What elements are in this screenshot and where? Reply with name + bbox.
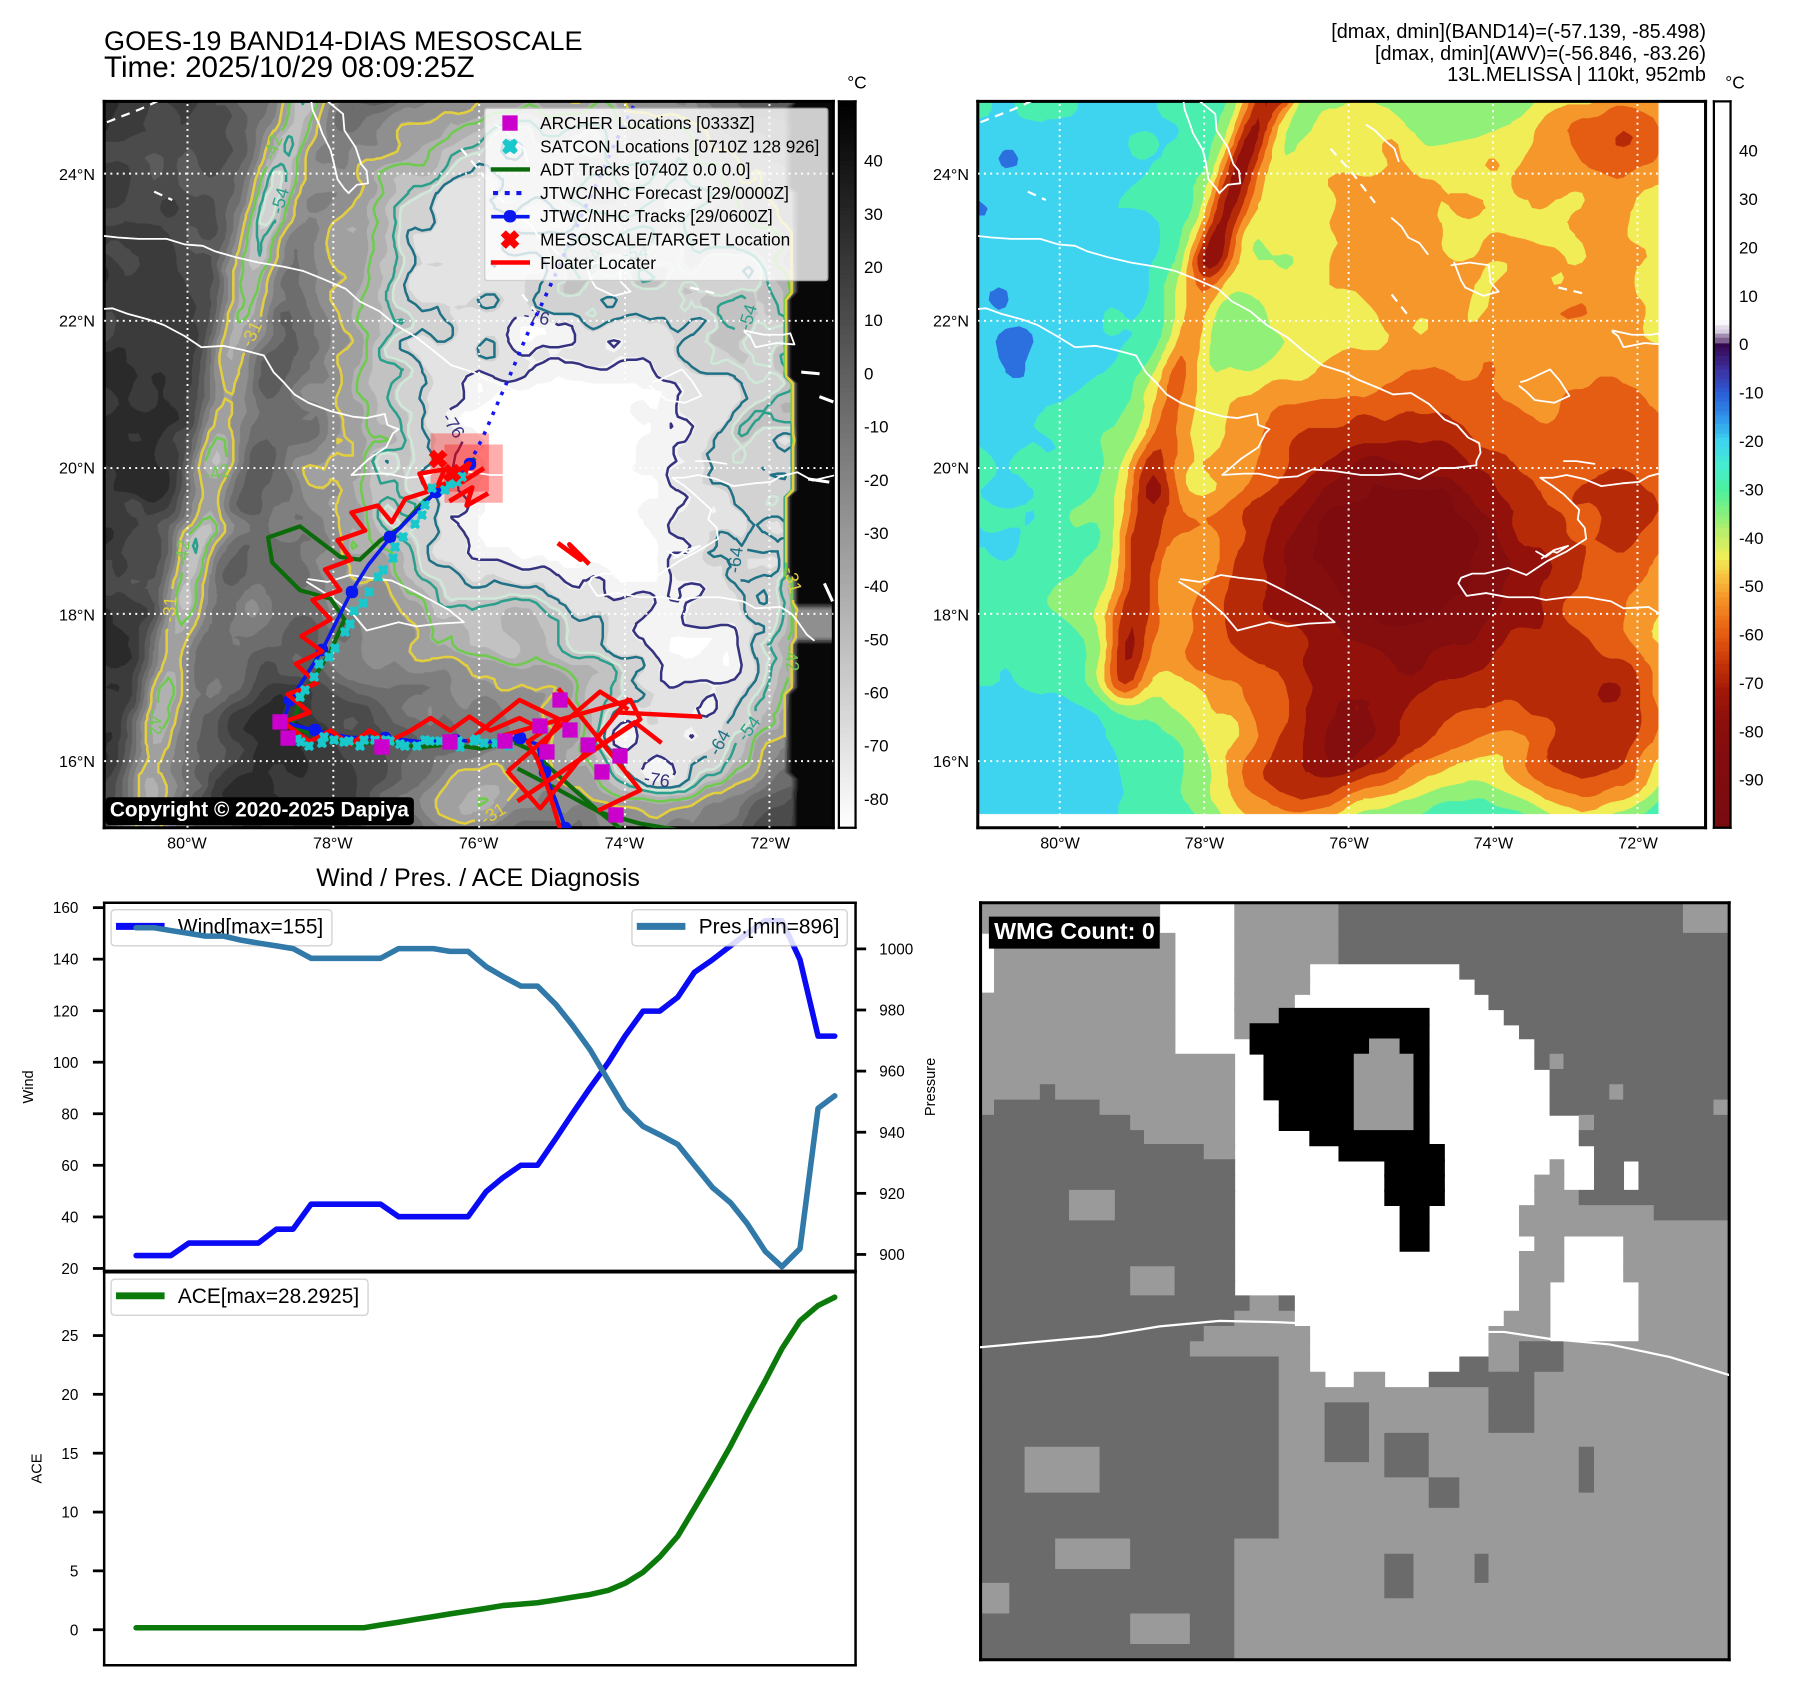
svg-text:140: 140: [53, 952, 78, 969]
svg-text:0: 0: [70, 1622, 78, 1639]
svg-text:SATCON Locations [0710Z 128 92: SATCON Locations [0710Z 128 926]: [540, 136, 819, 156]
svg-text:-50: -50: [864, 630, 888, 649]
svg-text:-70: -70: [864, 737, 888, 756]
svg-text:22°N: 22°N: [933, 313, 969, 331]
svg-text:80°W: 80°W: [1040, 835, 1080, 853]
svg-text:-42: -42: [143, 708, 166, 736]
svg-text:GOES-19 BAND14-DIAS MESOSCALE: GOES-19 BAND14-DIAS MESOSCALE: [104, 25, 583, 56]
svg-text:Floater Locater: Floater Locater: [540, 253, 656, 273]
svg-text:24°N: 24°N: [933, 166, 969, 184]
svg-text:-42: -42: [172, 539, 194, 567]
svg-text:ACE[max=28.2925]: ACE[max=28.2925]: [178, 1285, 359, 1308]
svg-text:0: 0: [1739, 335, 1748, 354]
svg-text:0: 0: [864, 364, 873, 383]
svg-text:°C: °C: [847, 72, 866, 92]
svg-text:20: 20: [864, 258, 883, 277]
svg-text:-60: -60: [1739, 626, 1763, 645]
svg-text:100: 100: [53, 1055, 78, 1072]
svg-text:20: 20: [1739, 238, 1758, 257]
svg-text:80°W: 80°W: [167, 835, 207, 853]
svg-text:120: 120: [53, 1003, 78, 1020]
svg-text:-10: -10: [1739, 383, 1763, 402]
svg-text:-31: -31: [159, 596, 181, 624]
svg-text:80: 80: [61, 1106, 78, 1123]
svg-text:16°N: 16°N: [933, 753, 969, 771]
svg-text:-30: -30: [1739, 480, 1763, 499]
svg-text:10: 10: [864, 311, 883, 330]
svg-text:-20: -20: [1739, 432, 1763, 451]
svg-text:20°N: 20°N: [59, 459, 95, 477]
svg-text:16°N: 16°N: [59, 753, 95, 771]
svg-text:-64: -64: [724, 546, 747, 574]
svg-text:ADT Tracks [0740Z 0.0 0.0]: ADT Tracks [0740Z 0.0 0.0]: [540, 160, 750, 180]
svg-text:-80: -80: [864, 790, 888, 809]
svg-text:Time: 2025/10/29 08:09:25Z: Time: 2025/10/29 08:09:25Z: [104, 51, 475, 84]
svg-text:960: 960: [879, 1064, 904, 1081]
svg-text:[dmax, dmin](BAND14)=(-57.139,: [dmax, dmin](BAND14)=(-57.139, -85.498): [1331, 21, 1706, 43]
svg-text:74°W: 74°W: [1474, 835, 1514, 853]
svg-text:-76: -76: [522, 304, 552, 329]
svg-text:10: 10: [1739, 287, 1758, 306]
svg-text:18°N: 18°N: [933, 606, 969, 624]
svg-text:-80: -80: [1739, 722, 1763, 741]
svg-text:MESOSCALE/TARGET Location: MESOSCALE/TARGET Location: [540, 230, 790, 250]
svg-text:Copyright © 2020-2025 Dapiya: Copyright © 2020-2025 Dapiya: [110, 798, 409, 821]
svg-text:900: 900: [879, 1247, 904, 1264]
svg-text:-90: -90: [1739, 771, 1763, 790]
svg-text:78°W: 78°W: [1185, 835, 1225, 853]
svg-text:5: 5: [70, 1563, 78, 1580]
svg-text:°C: °C: [1725, 72, 1744, 92]
svg-text:10: 10: [61, 1505, 78, 1522]
svg-text:72°W: 72°W: [1618, 835, 1658, 853]
svg-text:Pres.[min=896]: Pres.[min=896]: [699, 916, 840, 939]
svg-text:78°W: 78°W: [313, 835, 353, 853]
svg-text:-40: -40: [1739, 529, 1763, 548]
svg-text:20°N: 20°N: [933, 459, 969, 477]
svg-text:980: 980: [879, 1003, 904, 1020]
svg-text:40: 40: [61, 1209, 78, 1226]
svg-text:JTWC/NHC Forecast [29/0000Z]: JTWC/NHC Forecast [29/0000Z]: [540, 183, 789, 203]
svg-text:Pressure: Pressure: [923, 1058, 939, 1116]
svg-text:76°W: 76°W: [1329, 835, 1369, 853]
svg-text:-42: -42: [780, 645, 803, 673]
svg-text:18°N: 18°N: [59, 606, 95, 624]
svg-text:40: 40: [864, 152, 883, 171]
svg-text:15: 15: [61, 1446, 78, 1463]
svg-text:20: 20: [61, 1261, 78, 1278]
svg-text:920: 920: [879, 1186, 904, 1203]
svg-text:74°W: 74°W: [605, 835, 645, 853]
svg-text:13L.MELISSA | 110kt, 952mb: 13L.MELISSA | 110kt, 952mb: [1447, 64, 1706, 86]
svg-text:30: 30: [864, 205, 883, 224]
svg-text:Wind[max=155]: Wind[max=155]: [178, 916, 323, 939]
svg-text:[dmax, dmin](AWV)=(-56.846, -8: [dmax, dmin](AWV)=(-56.846, -83.26): [1375, 43, 1706, 65]
svg-text:160: 160: [53, 900, 78, 917]
svg-text:-30: -30: [864, 524, 888, 543]
svg-text:25: 25: [61, 1328, 78, 1345]
svg-text:Wind: Wind: [21, 1070, 37, 1103]
svg-text:40: 40: [1739, 142, 1758, 161]
svg-text:Wind / Pres. / ACE Diagnosis: Wind / Pres. / ACE Diagnosis: [316, 864, 640, 892]
svg-text:-50: -50: [1739, 577, 1763, 596]
svg-text:-76: -76: [643, 768, 672, 792]
svg-text:ACE: ACE: [30, 1453, 46, 1483]
svg-text:30: 30: [1739, 190, 1758, 209]
svg-text:24°N: 24°N: [59, 166, 95, 184]
svg-text:1000: 1000: [879, 941, 913, 958]
svg-text:JTWC/NHC Tracks [29/0600Z]: JTWC/NHC Tracks [29/0600Z]: [540, 206, 773, 226]
svg-text:20: 20: [61, 1387, 78, 1404]
svg-text:-70: -70: [1739, 674, 1763, 693]
svg-text:-40: -40: [864, 577, 888, 596]
svg-text:60: 60: [61, 1158, 78, 1175]
svg-text:-10: -10: [864, 418, 888, 437]
svg-text:940: 940: [879, 1125, 904, 1142]
svg-text:72°W: 72°W: [750, 835, 790, 853]
svg-text:-60: -60: [864, 683, 888, 702]
svg-text:22°N: 22°N: [59, 313, 95, 331]
svg-text:ARCHER Locations [0333Z]: ARCHER Locations [0333Z]: [540, 113, 754, 133]
svg-text:-20: -20: [864, 471, 888, 490]
svg-text:WMG Count: 0: WMG Count: 0: [994, 918, 1155, 944]
svg-text:76°W: 76°W: [459, 835, 499, 853]
